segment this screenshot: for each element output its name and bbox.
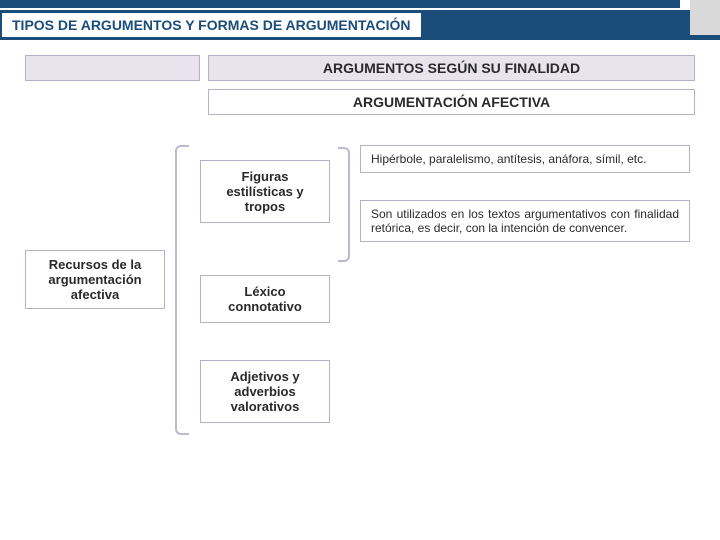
right-box-1: Son utilizados en los textos argumentati… — [360, 200, 690, 242]
bracket-right — [338, 147, 350, 262]
mid-box-0-text: Figuras estilísticas y tropos — [226, 169, 303, 214]
top-strip-gap — [680, 0, 690, 8]
mid-box-2-text: Adjetivos y adverbios valorativos — [230, 369, 299, 414]
mid-box-1-text: Léxico connotativo — [228, 284, 302, 314]
subtitle-row: ARGUMENTOS SEGÚN SU FINALIDAD — [0, 55, 720, 81]
mid-box-1: Léxico connotativo — [200, 275, 330, 323]
subtitle-text: ARGUMENTOS SEGÚN SU FINALIDAD — [323, 60, 580, 76]
mid-box-0: Figuras estilísticas y tropos — [200, 160, 330, 223]
title-band: TIPOS DE ARGUMENTOS Y FORMAS DE ARGUMENT… — [0, 10, 720, 40]
right-box-1-text: Son utilizados en los textos argumentati… — [371, 207, 679, 235]
section-text: ARGUMENTACIÓN AFECTIVA — [353, 94, 550, 110]
left-label-text: Recursos de la argumentación afectiva — [48, 257, 141, 302]
corner-block — [690, 0, 720, 35]
mid-box-2: Adjetivos y adverbios valorativos — [200, 360, 330, 423]
bracket-left — [175, 145, 189, 435]
title-inner: TIPOS DE ARGUMENTOS Y FORMAS DE ARGUMENT… — [2, 13, 421, 37]
top-strip — [0, 0, 720, 8]
right-box-0: Hipérbole, paralelismo, antítesis, anáfo… — [360, 145, 690, 173]
left-label-box: Recursos de la argumentación afectiva — [25, 250, 165, 309]
right-box-0-text: Hipérbole, paralelismo, antítesis, anáfo… — [371, 152, 646, 166]
section-box: ARGUMENTACIÓN AFECTIVA — [208, 89, 695, 115]
subtitle-box: ARGUMENTOS SEGÚN SU FINALIDAD — [208, 55, 695, 81]
page-title: TIPOS DE ARGUMENTOS Y FORMAS DE ARGUMENT… — [12, 17, 411, 33]
section-row: ARGUMENTACIÓN AFECTIVA — [0, 89, 720, 115]
subtitle-spacer — [25, 55, 200, 81]
